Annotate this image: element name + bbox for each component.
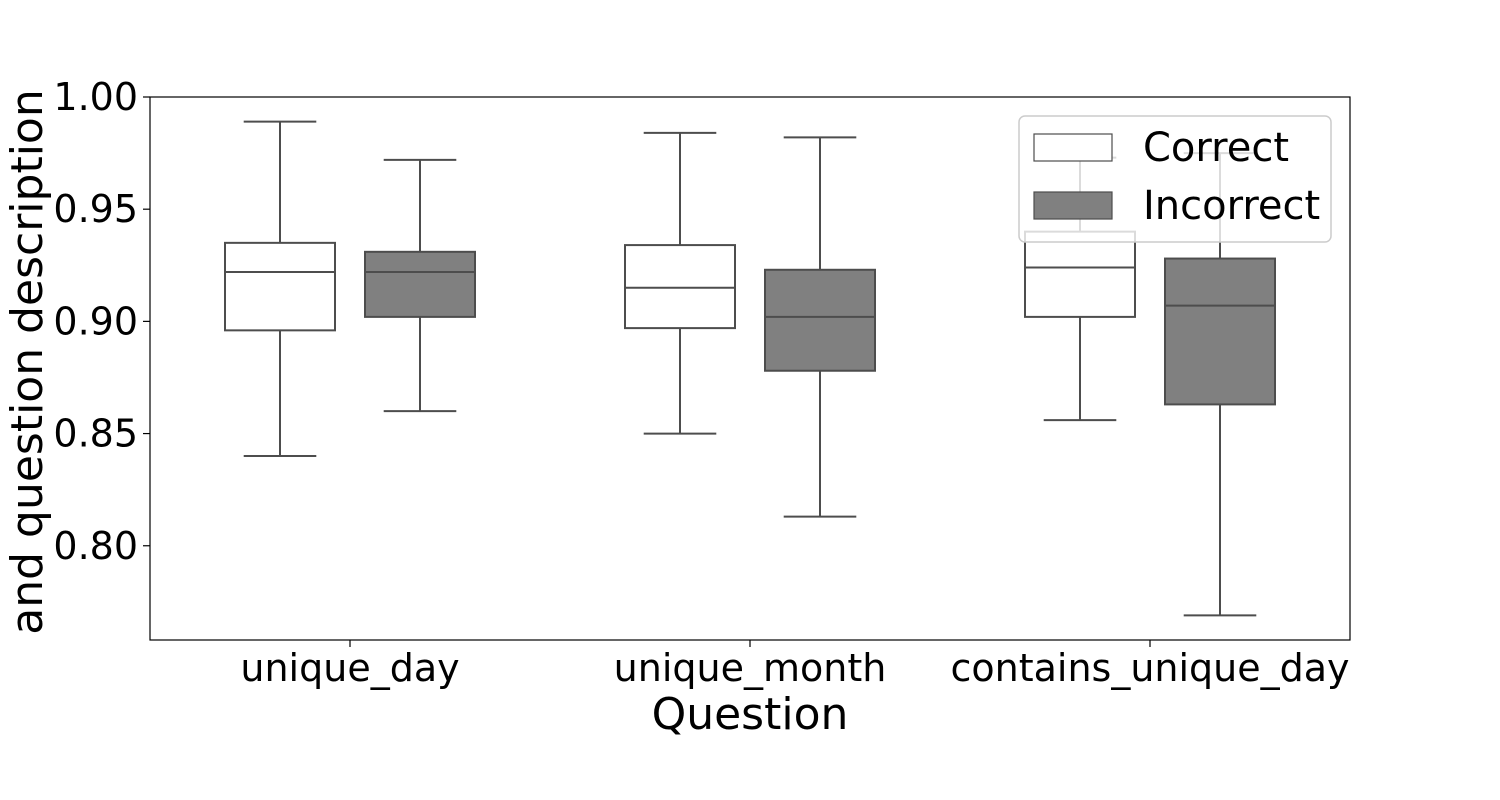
iqr-box [624,244,736,330]
legend-swatch-correct [1033,133,1113,162]
legend: Correct Incorrect [1018,115,1332,243]
box-correct-unique_day [224,120,336,458]
box-incorrect-unique_month [764,136,876,518]
y-tick-label: 0.95 [53,187,138,231]
y-axis: 1.00 0.95 0.90 0.85 0.80 [53,75,150,568]
legend-label-incorrect: Incorrect [1143,183,1320,229]
y-tick-label: 0.90 [53,299,138,343]
y-tick-label: 1.00 [53,75,138,119]
iqr-box [1024,230,1136,318]
legend-swatch-incorrect [1033,191,1113,220]
x-axis: unique_day unique_month contains_unique_da… [240,640,1350,690]
iqr-box [224,241,336,332]
legend-label-correct: Correct [1143,125,1289,171]
plot-area [224,120,1276,617]
iqr-box [764,268,876,372]
x-tick-label: contains_unique_day [950,646,1349,690]
y-axis-title: and question description [2,89,53,635]
iqr-box [364,250,476,318]
iqr-box [1164,257,1276,406]
box-correct-unique_month [624,131,736,435]
y-tick-label: 0.85 [53,412,138,456]
y-tick-label: 0.80 [53,524,138,568]
box-correct-contains_unique_day [1024,156,1136,422]
x-axis-title: Question [652,689,849,740]
box-incorrect-unique_day [364,158,476,413]
x-tick-label: unique_month [614,646,887,690]
x-tick-label: unique_day [240,646,459,690]
